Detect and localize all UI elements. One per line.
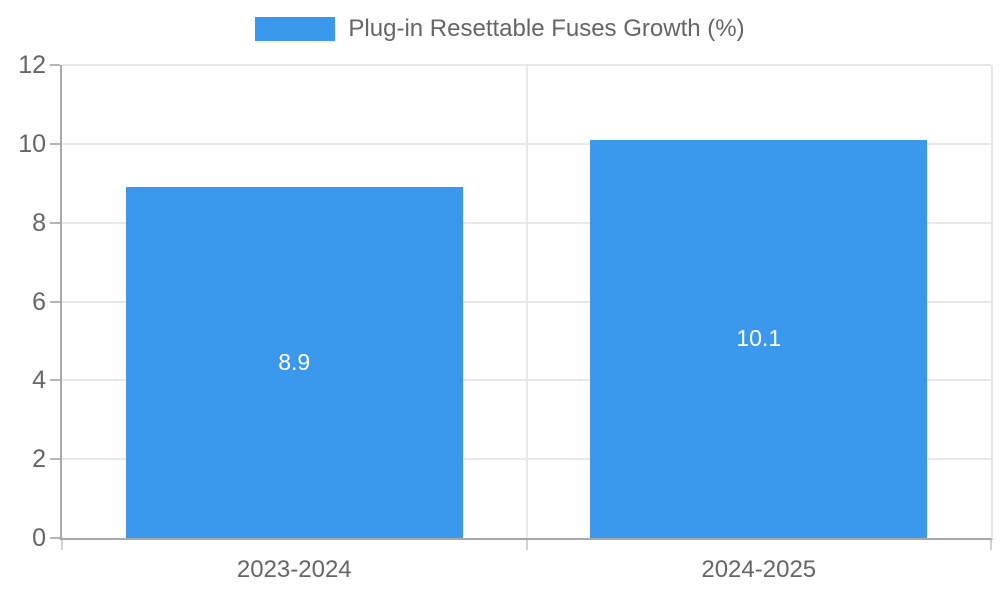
- y-tick-label: 4: [32, 366, 46, 395]
- y-axis-tick: [50, 221, 60, 224]
- y-tick-label: 6: [32, 287, 46, 316]
- y-axis-tick: [50, 300, 60, 303]
- y-tick-label: 8: [32, 208, 46, 237]
- legend-item[interactable]: Plug-in Resettable Fuses Growth (%): [0, 16, 1000, 42]
- y-tick-label: 0: [32, 524, 46, 552]
- bar: 10.1: [590, 139, 928, 538]
- legend-swatch-icon: [255, 17, 336, 41]
- category-divider-line: [525, 65, 528, 538]
- bar-value-label: 8.9: [278, 349, 311, 376]
- y-tick-label: 2: [32, 445, 46, 474]
- y-tick-label: 10: [18, 129, 46, 158]
- y-axis-tick: [50, 379, 60, 382]
- x-axis: 2023-2024 2024-2025: [62, 556, 991, 588]
- legend-label: Plug-in Resettable Fuses Growth (%): [348, 15, 745, 42]
- y-axis: 0 2 4 6 8 10 12: [0, 51, 46, 552]
- y-axis-tick: [50, 142, 60, 145]
- x-axis-tick: [61, 540, 63, 550]
- x-axis-tick: [525, 540, 528, 550]
- y-tick-label: 12: [18, 51, 46, 79]
- bar-value-label: 10.1: [736, 325, 782, 352]
- x-tick-label: 2024-2025: [701, 556, 817, 583]
- y-axis-tick: [50, 64, 60, 66]
- x-axis-tick: [990, 540, 992, 550]
- plot-area: 8.9 10.1: [50, 64, 993, 550]
- bar: 8.9: [125, 187, 463, 538]
- y-axis-tick: [50, 537, 60, 539]
- x-tick-label: 2023-2024: [236, 556, 352, 583]
- y-axis-tick: [50, 458, 60, 461]
